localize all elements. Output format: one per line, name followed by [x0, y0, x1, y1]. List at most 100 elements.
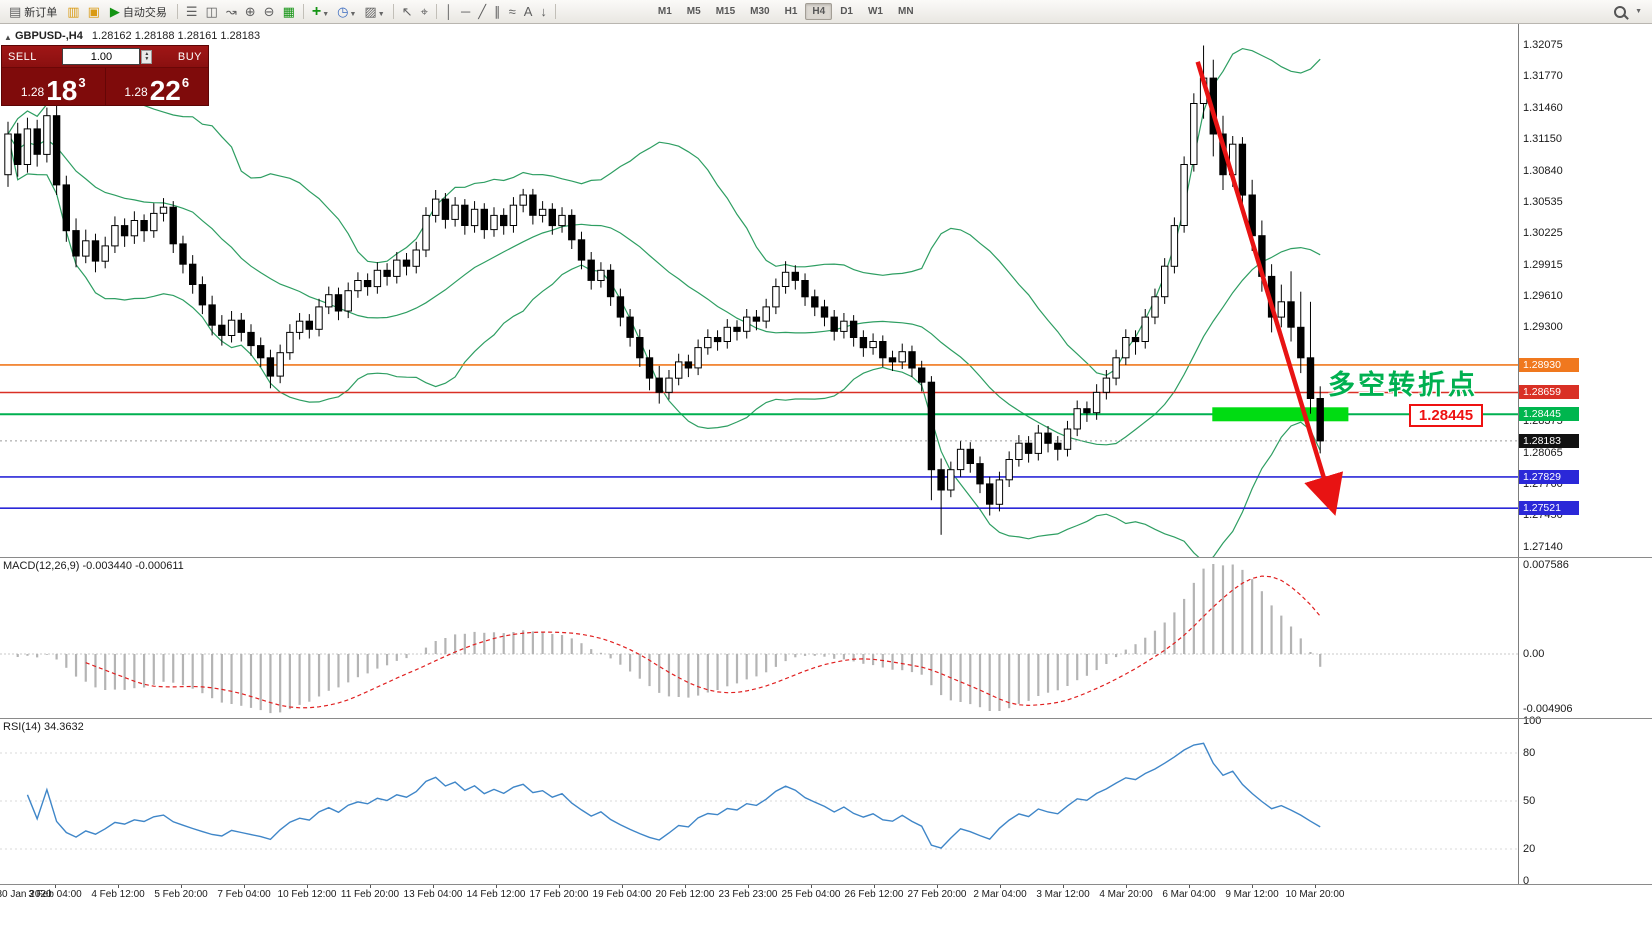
- candle-body: [33, 128, 41, 155]
- candle-body: [1277, 301, 1285, 318]
- candle-body: [898, 351, 906, 363]
- candle-body: [101, 245, 109, 262]
- candlestick-chart-icon[interactable]: ◫: [205, 4, 218, 19]
- arrows-icon[interactable]: ↓: [540, 4, 547, 19]
- candle-body: [1131, 337, 1140, 343]
- time-axis-tick: [622, 885, 623, 888]
- time-axis-tick: [181, 885, 182, 888]
- candle-body: [1092, 391, 1101, 414]
- trendline-icon[interactable]: ╱: [478, 4, 487, 19]
- candle-body: [189, 263, 197, 285]
- candle-body: [1122, 337, 1130, 359]
- timeframe-button-M30[interactable]: M30: [750, 6, 770, 17]
- cursor-icon[interactable]: ↖: [401, 4, 413, 19]
- volume-input[interactable]: [62, 48, 141, 65]
- candle-body: [1161, 265, 1169, 298]
- macd-indicator-label: MACD(12,26,9) -0.003440 -0.000611: [3, 560, 184, 572]
- timeframe-button-W1[interactable]: W1: [867, 6, 883, 17]
- candle-body: [908, 351, 916, 369]
- candle-body: [568, 214, 576, 241]
- tile-windows-icon[interactable]: ▦: [282, 4, 295, 19]
- candle-body: [1112, 357, 1120, 379]
- rsi-panel-canvas[interactable]: [0, 718, 1518, 884]
- line-chart-icon[interactable]: ↝: [225, 4, 237, 19]
- price-scale-label: 1.28065: [1523, 447, 1563, 459]
- autotrading-button[interactable]: ▶ 自动交易: [105, 1, 172, 23]
- panel-separator[interactable]: [0, 557, 1652, 558]
- candle-body: [1005, 459, 1013, 481]
- candle-body: [276, 352, 284, 377]
- new-order-button[interactable]: ▤ 新订单: [4, 1, 62, 23]
- crosshair-icon[interactable]: ⌖: [420, 4, 428, 19]
- macd-scale-label: 0.007586: [1523, 559, 1569, 571]
- candle-body: [558, 214, 566, 227]
- sell-button[interactable]: 1.28 18 3: [2, 68, 106, 105]
- timeframe-toolbar: M1 M5 M15 M30 H1 H4 D1 W1 MN: [651, 3, 921, 20]
- periods-button[interactable]: ◷▼: [334, 1, 359, 23]
- zoom-out-icon[interactable]: ⊖: [263, 4, 275, 19]
- templates-button[interactable]: ▨▼: [361, 1, 387, 23]
- volume-stepper[interactable]: ▲ ▼: [141, 49, 153, 64]
- trend-arrow[interactable]: [1195, 61, 1344, 516]
- time-axis-label: 7 Feb 04:00: [217, 889, 271, 900]
- toolbar-separator: [554, 4, 556, 19]
- horizontal-line-icon[interactable]: ─: [461, 4, 471, 19]
- one-click-collapse-icon[interactable]: ▲: [4, 33, 12, 42]
- candle-body: [762, 306, 770, 322]
- text-icon[interactable]: A: [523, 4, 533, 19]
- search-icon[interactable]: [1614, 5, 1627, 18]
- toolbar-separator: [435, 4, 437, 19]
- time-axis-label: 9 Mar 12:00: [1225, 889, 1279, 900]
- chevron-down-icon[interactable]: ▼: [1635, 8, 1642, 15]
- sell-price-base: 1.28: [20, 85, 45, 99]
- timeframe-button-H1[interactable]: H1: [784, 6, 798, 17]
- candle-body: [257, 345, 265, 359]
- macd-scale-label: 0.00: [1523, 648, 1545, 660]
- candle-body: [150, 212, 158, 232]
- support-highlight-rect[interactable]: [1212, 407, 1349, 422]
- zoom-in-icon[interactable]: ⊕: [244, 4, 256, 19]
- time-axis-label: 14 Feb 12:00: [466, 889, 526, 900]
- charts-icon[interactable]: ▥: [67, 4, 80, 19]
- candle-body: [1287, 301, 1295, 328]
- time-axis-tick: [874, 885, 875, 888]
- level-price-tag[interactable]: 1.28445: [1409, 404, 1483, 427]
- channel-icon[interactable]: ∥: [494, 4, 501, 19]
- toolbar: ▤ 新订单 ▥ ▣ ▶ 自动交易 ☰ ◫ ↝ ⊕ ⊖ ▦ +▼ ◷▼ ▨▼ ↖ …: [0, 0, 1652, 24]
- buy-label: BUY: [177, 50, 202, 63]
- panel-separator[interactable]: [0, 718, 1652, 719]
- bollinger-upper-band: [7, 47, 1321, 376]
- candle-body: [538, 208, 547, 216]
- price-scale-label: 1.31150: [1523, 133, 1562, 145]
- profiles-icon[interactable]: ▣: [87, 4, 100, 19]
- candle-body: [325, 294, 333, 308]
- candle-body: [1306, 357, 1315, 399]
- candle-body: [393, 259, 401, 277]
- bar-chart-icon[interactable]: ☰: [185, 4, 198, 19]
- indicators-button[interactable]: +▼: [311, 2, 330, 20]
- timeframe-button-H4[interactable]: H4: [805, 3, 833, 20]
- rsi-scale-label: 50: [1523, 795, 1536, 807]
- candle-body: [344, 290, 352, 312]
- turning-point-annotation[interactable]: 多空转折点: [1328, 370, 1478, 400]
- price-scale[interactable]: 1.32075 1.31770 1.31460 1.31150 1.30840 1.305…: [1518, 24, 1652, 887]
- timeframe-button-MN[interactable]: MN: [897, 6, 914, 17]
- candle-body: [120, 225, 129, 237]
- vertical-line-icon[interactable]: │: [444, 4, 454, 19]
- timeframe-button-M5[interactable]: M5: [686, 6, 701, 17]
- timeframe-button-D1[interactable]: D1: [840, 6, 853, 17]
- timeframe-button-M15[interactable]: M15: [715, 6, 736, 17]
- candle-body: [490, 214, 498, 231]
- price-scale-label: 1.30225: [1523, 227, 1563, 239]
- candle-body: [23, 128, 32, 165]
- buy-button[interactable]: 1.28 22 6: [106, 68, 209, 105]
- fibonacci-icon[interactable]: ≈: [508, 4, 516, 19]
- macd-panel-canvas[interactable]: [0, 557, 1518, 718]
- clock-icon: ◷: [337, 3, 349, 19]
- candle-body: [247, 331, 255, 347]
- time-axis-tick: [1189, 885, 1190, 888]
- time-axis[interactable]: 30 Jan 2020 3 Feb 04:00 4 Feb 12:00 5 Feb 2…: [0, 885, 1652, 951]
- price-chart-canvas[interactable]: [0, 24, 1518, 557]
- timeframe-button-M1[interactable]: M1: [657, 6, 672, 17]
- candle-body: [72, 230, 80, 257]
